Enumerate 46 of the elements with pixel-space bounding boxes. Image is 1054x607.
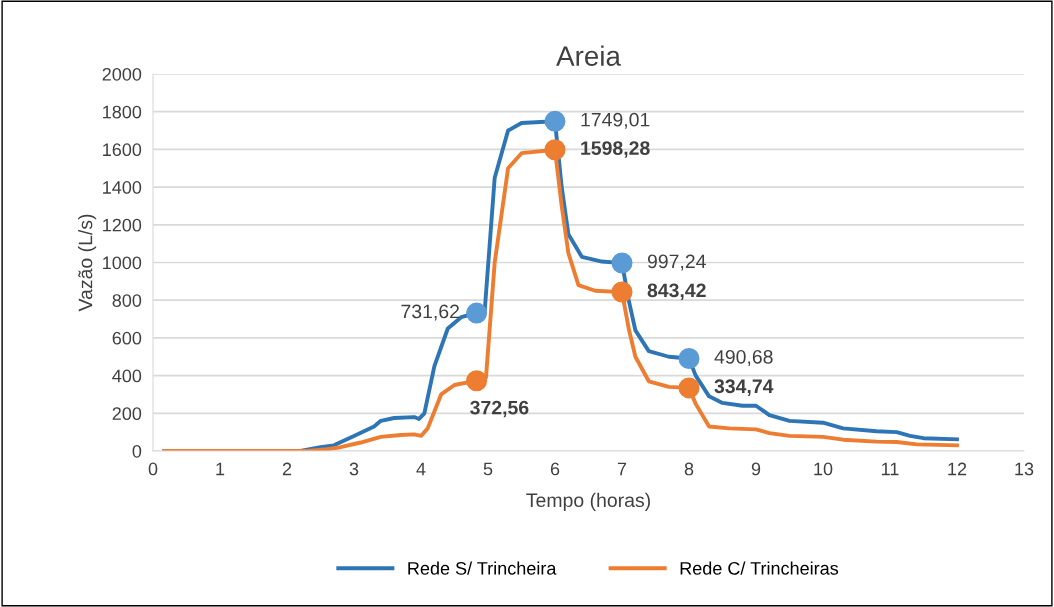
x-tick-label: 8 [684,462,694,476]
x-tick-label: 1 [216,462,225,476]
y-tick-label: 1800 [103,105,142,119]
data-label: 997,24 [647,254,706,271]
point [466,302,488,324]
legend-label: Rede S/ Trincheira [408,561,557,575]
y-tick-label: 1600 [103,143,142,157]
y-tick-label: 1000 [103,256,142,270]
x-tick-label: 3 [349,462,359,476]
x-tick-label: 13 [1015,462,1034,476]
point [678,377,700,399]
data-label: 334,74 [714,379,774,396]
point [611,281,633,303]
x-axis-title: Tempo (horas) [526,492,650,511]
x-tick-label: 6 [550,462,560,476]
y-tick-label: 0 [132,444,142,458]
data-label: 372,56 [470,400,529,418]
y-tick-label: 800 [112,294,142,307]
y-tick-label: 600 [112,331,142,345]
x-tick-label: 11 [882,462,899,476]
x-tick-label: 2 [282,462,292,476]
data-label: 1749,01 [581,112,650,129]
y-tick-label: 1400 [103,181,142,194]
x-tick-label: 0 [148,462,158,476]
legend-label: Rede C/ Trincheiras [680,561,839,575]
point [611,252,633,274]
x-tick-label: 7 [617,462,627,476]
data-label: 731,62 [401,304,459,321]
x-tick-label: 4 [416,462,426,476]
y-tick-label: 1200 [103,218,142,232]
point [678,347,700,370]
chart-title: Areia [556,45,621,66]
point [544,110,566,132]
y-tick-label: 400 [112,369,142,383]
y-axis-title: Vazão (L/s) [78,214,97,312]
x-tick-label: 5 [483,462,493,476]
x-tick-label: 9 [751,462,761,476]
point [544,139,566,161]
data-label: 1598,28 [581,141,650,158]
point [466,370,488,392]
data-label: 843,42 [647,283,706,301]
x-tick-label: 10 [814,462,833,476]
y-tick-label: 200 [112,407,142,421]
x-tick-label: 12 [948,462,967,476]
y-tick-label: 2000 [102,67,142,81]
data-label: 490,68 [714,349,773,367]
